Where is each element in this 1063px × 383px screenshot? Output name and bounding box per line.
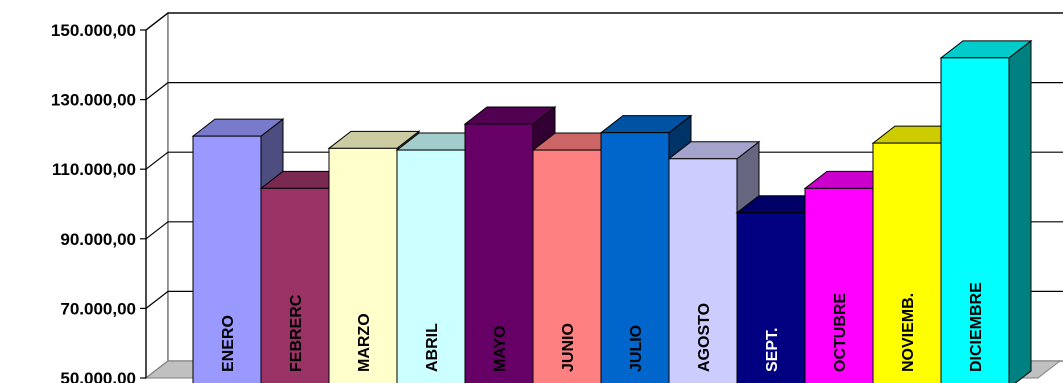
bar-label: OCTUBRE [832, 293, 849, 372]
bar-side [1008, 39, 1032, 383]
y-tick-label: 130.000,00 [51, 91, 136, 110]
bar-front [396, 149, 466, 383]
bar-front [464, 123, 534, 383]
bar-label: NOVIEMB. [900, 293, 917, 372]
gridline [145, 12, 1063, 31]
bars: ENERO FEBRERC MARZO ABRIL MAYO JUNIO JULIO AGOS… [191, 39, 1033, 383]
bar: DICIEMBRE [939, 39, 1033, 383]
gridline [145, 81, 1063, 101]
bar-label: MAYO [492, 325, 509, 372]
bar-label: DICIEMBRE [968, 282, 985, 372]
y-tick-label: 50.000,00 [60, 369, 136, 383]
bar-front [600, 132, 670, 383]
y-tick-label: 110.000,00 [52, 160, 136, 179]
bar-label: MARZO [356, 313, 373, 372]
bar-label: JULIO [628, 325, 645, 372]
bar-label: ENERO [220, 315, 237, 372]
bar-label: AGOSTO [696, 303, 713, 372]
y-tick-label: 70.000,00 [60, 299, 136, 318]
bar-label: FEBRERC [288, 294, 305, 372]
y-tick-label: 90.000,00 [60, 230, 136, 249]
bar-front [192, 135, 262, 383]
y-tick-label: 150.000,00 [51, 21, 136, 40]
bar-front [668, 158, 738, 383]
y-axis-ticks: 150.000,00 130.000,00 110.000,00 90.000,00 7… [51, 21, 147, 383]
bar-front [736, 212, 806, 383]
bar-label: SEPT. [764, 328, 781, 372]
bar-front [804, 187, 874, 383]
bar-label: ABRIL [424, 323, 441, 372]
bar-front [940, 57, 1010, 383]
gridline [145, 151, 1063, 170]
side-wall [145, 11, 169, 380]
bar-label: JUNIO [560, 323, 577, 372]
bar-front [260, 187, 330, 383]
